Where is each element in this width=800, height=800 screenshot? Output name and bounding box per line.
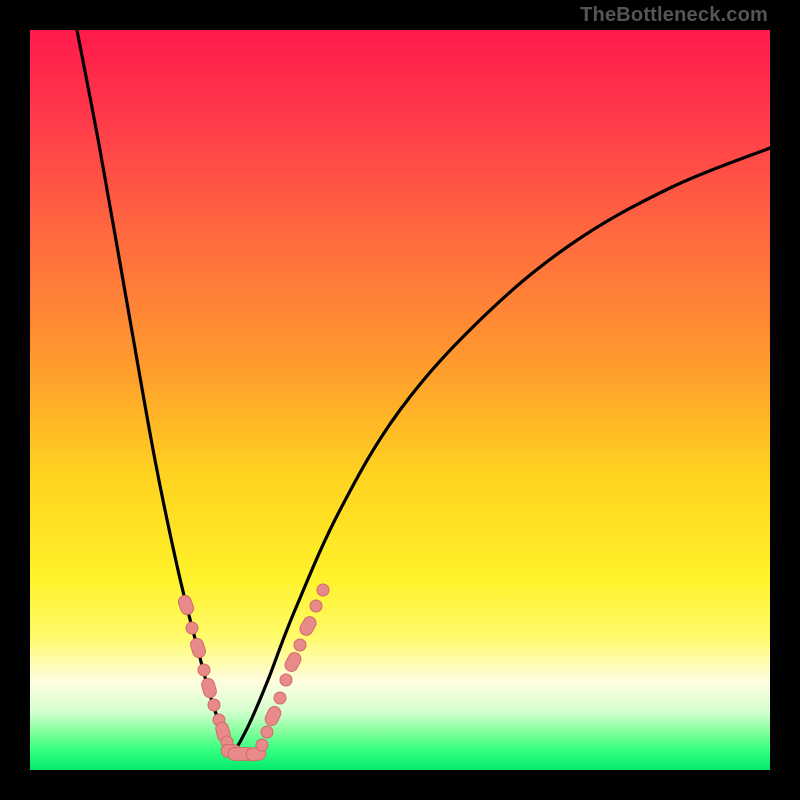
bottleneck-curve bbox=[30, 30, 770, 770]
marker-point bbox=[298, 614, 319, 637]
marker-point bbox=[283, 650, 303, 673]
curve-markers bbox=[177, 584, 329, 762]
marker-point bbox=[261, 726, 273, 738]
marker-point bbox=[294, 639, 306, 651]
marker-point bbox=[280, 674, 292, 686]
marker-point bbox=[263, 704, 283, 727]
marker-point bbox=[208, 699, 220, 711]
curve-right-branch bbox=[233, 148, 770, 753]
marker-point bbox=[317, 584, 329, 596]
marker-point bbox=[189, 637, 207, 660]
marker-point bbox=[177, 594, 196, 617]
marker-point bbox=[198, 664, 210, 676]
plot-area bbox=[30, 30, 770, 770]
chart-frame: TheBottleneck.com bbox=[0, 0, 800, 800]
marker-point bbox=[310, 600, 322, 612]
marker-point bbox=[186, 622, 198, 634]
marker-point bbox=[200, 677, 218, 699]
watermark-text: TheBottleneck.com bbox=[580, 4, 768, 27]
marker-point bbox=[274, 692, 286, 704]
curve-left-branch bbox=[75, 30, 233, 753]
marker-point bbox=[256, 739, 268, 751]
